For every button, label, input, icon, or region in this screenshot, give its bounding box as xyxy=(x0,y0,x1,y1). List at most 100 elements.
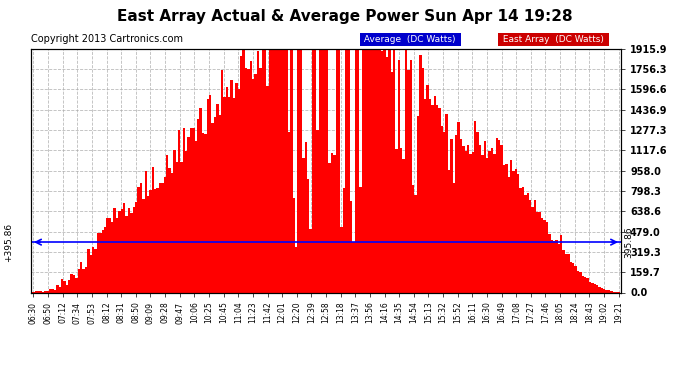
Bar xyxy=(469,154,472,292)
Bar xyxy=(297,49,299,292)
Bar xyxy=(457,122,460,292)
Bar xyxy=(278,49,281,292)
Bar xyxy=(302,159,304,292)
Bar xyxy=(47,291,49,292)
Bar xyxy=(257,51,259,292)
Bar xyxy=(144,171,147,292)
Bar xyxy=(541,218,544,292)
Bar xyxy=(560,235,562,292)
Bar xyxy=(524,195,526,292)
Bar xyxy=(166,155,168,292)
Bar xyxy=(374,49,376,292)
Text: +395.86: +395.86 xyxy=(3,223,13,262)
Bar xyxy=(400,148,402,292)
Bar xyxy=(132,207,135,292)
Bar xyxy=(426,85,428,292)
Bar xyxy=(513,171,515,292)
Bar xyxy=(299,49,302,292)
Bar xyxy=(233,98,235,292)
Bar xyxy=(536,211,539,292)
Bar xyxy=(446,114,448,292)
Bar xyxy=(384,49,386,292)
Bar xyxy=(273,49,276,292)
Text: Copyright 2013 Cartronics.com: Copyright 2013 Cartronics.com xyxy=(31,34,183,44)
Bar xyxy=(314,49,317,292)
Bar xyxy=(104,226,106,292)
Bar xyxy=(326,49,328,292)
Text: Average  (DC Watts): Average (DC Watts) xyxy=(362,35,459,44)
Bar xyxy=(149,190,152,292)
Bar xyxy=(123,203,126,292)
Bar xyxy=(491,148,493,292)
Bar xyxy=(584,277,586,292)
Bar xyxy=(173,150,175,292)
Bar xyxy=(606,290,608,292)
Bar xyxy=(73,275,75,292)
Text: 395.86: 395.86 xyxy=(624,226,634,258)
Bar xyxy=(126,216,128,292)
Bar xyxy=(128,208,130,292)
Bar xyxy=(364,49,366,292)
Bar xyxy=(529,201,531,292)
Bar xyxy=(283,49,286,292)
Bar xyxy=(422,68,424,292)
Bar xyxy=(37,291,39,292)
Bar xyxy=(474,121,477,292)
Bar xyxy=(75,278,78,292)
Bar xyxy=(548,234,551,292)
Bar xyxy=(388,49,391,292)
Bar xyxy=(202,133,204,292)
Bar xyxy=(188,137,190,292)
Bar xyxy=(359,187,362,292)
Bar xyxy=(204,134,206,292)
Bar xyxy=(295,248,297,292)
Bar xyxy=(190,128,193,292)
Bar xyxy=(575,266,577,292)
Bar xyxy=(441,126,443,292)
Bar xyxy=(479,145,482,292)
Bar xyxy=(517,174,520,292)
Bar xyxy=(85,267,87,292)
Bar xyxy=(140,183,142,292)
Bar xyxy=(405,49,407,292)
Bar xyxy=(154,189,157,292)
Bar xyxy=(453,183,455,292)
Bar xyxy=(589,282,591,292)
Bar xyxy=(379,49,381,292)
Bar xyxy=(417,116,420,292)
Bar xyxy=(381,51,384,292)
Bar xyxy=(443,132,446,292)
Bar xyxy=(224,97,226,292)
Bar xyxy=(579,272,582,292)
Bar xyxy=(520,188,522,292)
Bar xyxy=(90,255,92,292)
Bar xyxy=(386,57,388,292)
Bar xyxy=(591,283,593,292)
Bar xyxy=(56,285,59,292)
Bar xyxy=(343,188,345,292)
Bar xyxy=(503,165,505,292)
Bar xyxy=(376,49,379,292)
Bar xyxy=(340,227,343,292)
Bar xyxy=(216,104,219,292)
Bar xyxy=(402,159,405,292)
Bar xyxy=(603,290,606,292)
Bar xyxy=(237,88,240,292)
Bar xyxy=(175,162,178,292)
Bar xyxy=(49,289,51,292)
Bar xyxy=(555,240,558,292)
Bar xyxy=(467,145,469,292)
Bar xyxy=(185,151,188,292)
Bar xyxy=(66,285,68,292)
Bar xyxy=(338,49,340,292)
Bar xyxy=(515,169,517,292)
Bar xyxy=(111,222,113,292)
Bar xyxy=(331,153,333,292)
Bar xyxy=(498,140,500,292)
Bar xyxy=(135,202,137,292)
Bar xyxy=(51,289,54,292)
Bar xyxy=(335,49,338,292)
Bar xyxy=(99,233,101,292)
Bar xyxy=(464,151,467,292)
Bar xyxy=(553,241,555,292)
